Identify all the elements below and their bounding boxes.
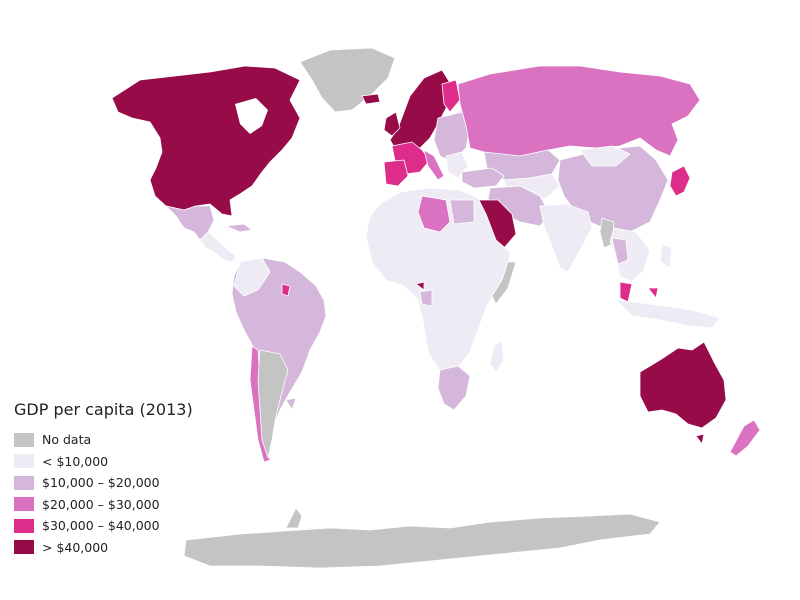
region-equatorial-guinea bbox=[415, 281, 425, 291]
legend-item: < $10,000 bbox=[14, 451, 193, 473]
legend-item: > $40,000 bbox=[14, 537, 193, 559]
region-uk bbox=[383, 111, 401, 137]
region-thailand bbox=[611, 237, 629, 265]
region-philippines bbox=[659, 243, 673, 269]
region-iceland bbox=[361, 93, 381, 105]
region-australia bbox=[639, 341, 727, 429]
region-tasmania bbox=[695, 433, 705, 445]
legend-label: < $10,000 bbox=[42, 453, 109, 469]
legend-swatch bbox=[14, 518, 34, 533]
region-spain bbox=[383, 159, 409, 187]
legend-swatch bbox=[14, 497, 34, 512]
region-madagascar bbox=[489, 339, 505, 373]
region-somalia bbox=[491, 261, 517, 305]
region-china bbox=[557, 145, 669, 233]
legend-label: > $40,000 bbox=[42, 539, 109, 555]
legend-item: $30,000 – $40,000 bbox=[14, 515, 193, 537]
region-north-america-high bbox=[111, 65, 301, 217]
region-malaysia bbox=[619, 281, 633, 303]
region-italy bbox=[423, 149, 445, 181]
region-kamchatka-japan bbox=[669, 165, 691, 197]
region-caribbean bbox=[225, 223, 253, 233]
region-turkey bbox=[461, 167, 505, 189]
legend-label: $20,000 – $30,000 bbox=[42, 496, 160, 512]
region-new-zealand bbox=[729, 419, 761, 457]
legend-label: No data bbox=[42, 432, 92, 448]
region-russia bbox=[457, 65, 701, 161]
region-south-america-low bbox=[233, 257, 271, 297]
region-french-guiana bbox=[281, 283, 291, 297]
legend-label: $30,000 – $40,000 bbox=[42, 518, 160, 534]
region-africa bbox=[365, 187, 511, 373]
legend: GDP per capita (2013) No data < $10,000 $1… bbox=[14, 400, 193, 558]
legend-swatch bbox=[14, 432, 34, 447]
region-brunei bbox=[647, 287, 659, 299]
legend-title: GDP per capita (2013) bbox=[14, 400, 193, 419]
region-antarctica bbox=[183, 513, 661, 569]
legend-items: No data < $10,000 $10,000 – $20,000 $20,000… bbox=[14, 429, 193, 558]
legend-item: $20,000 – $30,000 bbox=[14, 494, 193, 516]
region-mongolia bbox=[579, 145, 631, 167]
region-antarctic-peninsula bbox=[285, 507, 303, 529]
region-finland bbox=[441, 79, 461, 113]
region-gabon bbox=[419, 289, 433, 307]
region-uruguay bbox=[285, 397, 297, 411]
legend-label: $10,000 – $20,000 bbox=[42, 475, 160, 491]
legend-swatch bbox=[14, 454, 34, 469]
legend-item: $10,000 – $20,000 bbox=[14, 472, 193, 494]
region-indonesia bbox=[615, 299, 721, 329]
legend-swatch bbox=[14, 540, 34, 555]
region-egypt bbox=[449, 199, 475, 225]
legend-item: No data bbox=[14, 429, 193, 451]
legend-swatch bbox=[14, 475, 34, 490]
region-india bbox=[539, 203, 593, 273]
region-greenland bbox=[299, 47, 396, 113]
region-central-america bbox=[199, 231, 237, 263]
hudson-bay bbox=[235, 98, 268, 134]
region-south-america bbox=[231, 257, 327, 421]
region-argentina bbox=[257, 349, 289, 459]
region-libya bbox=[417, 195, 451, 233]
region-southern-africa bbox=[437, 365, 471, 411]
